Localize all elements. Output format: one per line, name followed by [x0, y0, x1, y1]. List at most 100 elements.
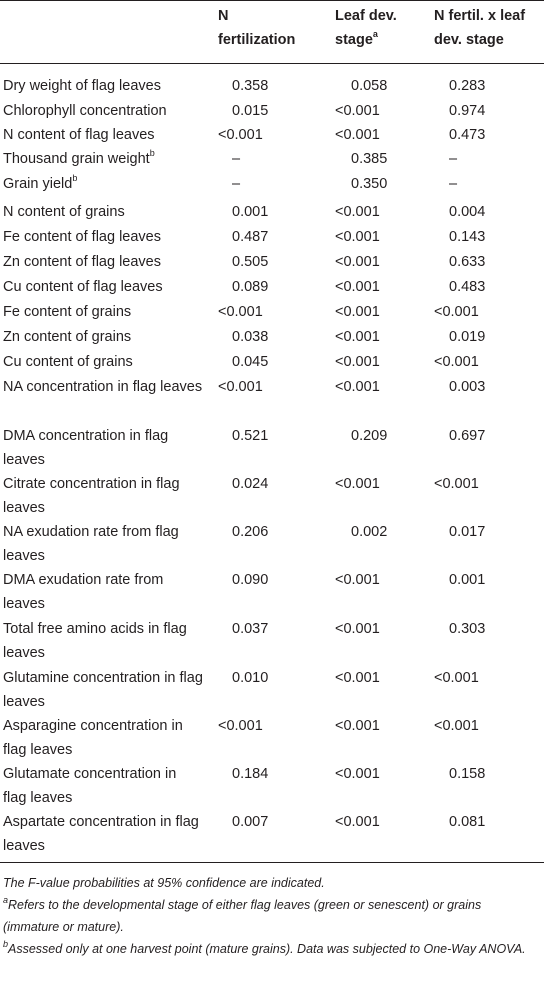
- row-label-text: Cu content of flag leaves: [3, 279, 163, 295]
- p-value-cell: 0.206: [232, 524, 269, 540]
- p-value-cell: <0.001: [335, 254, 380, 270]
- p-value-cell: <0.001: [434, 354, 479, 370]
- row-label: DMA concentration in flag leaves: [3, 424, 203, 472]
- row-label-text: Aspartate concentration in flag leaves: [3, 814, 199, 854]
- p-value-cell: <0.001: [335, 304, 380, 320]
- p-value-cell: 0.521: [232, 428, 269, 444]
- p-value-cell: 0.974: [449, 103, 486, 119]
- p-value-cell: <0.001: [434, 670, 479, 686]
- footnote-mark: b: [3, 938, 9, 949]
- p-value-cell: 0.483: [449, 279, 486, 295]
- row-label-text: Thousand grain weight: [3, 151, 150, 167]
- p-value-cell: <0.001: [335, 670, 380, 686]
- row-label: Chlorophyll concentration: [3, 99, 203, 123]
- top-rule: [0, 0, 544, 1]
- p-value-cell: 0.001: [232, 204, 269, 220]
- p-value-cell: –: [449, 151, 458, 167]
- p-value-cell: 0.633: [449, 254, 486, 270]
- p-value-cell: 0.143: [449, 229, 486, 245]
- row-label-text: NA exudation rate from flag leaves: [3, 524, 179, 564]
- row-label: Total free amino acids in flag leaves: [3, 617, 203, 665]
- row-label: Glutamate concentration in flag leaves: [3, 762, 203, 810]
- row-label: Aspartate concentration in flag leaves: [3, 810, 203, 858]
- row-label-text: N content of grains: [3, 204, 125, 220]
- p-value-cell: 0.487: [232, 229, 269, 245]
- p-value-cell: <0.001: [335, 814, 380, 830]
- p-value-cell: –: [449, 176, 458, 192]
- row-label-text: Glutamine concentration in flag leaves: [3, 670, 203, 710]
- row-label-text: DMA concentration in flag leaves: [3, 428, 169, 468]
- footnote-mark: a: [372, 29, 378, 40]
- row-label-text: Glutamate concentration in flag leaves: [3, 766, 177, 806]
- row-label: Fe content of flag leaves: [3, 225, 203, 249]
- footnote-mark: a: [3, 894, 9, 905]
- p-value-cell: 0.002: [351, 524, 388, 540]
- p-value-cell: 0.019: [449, 329, 486, 345]
- p-value-cell: <0.001: [218, 127, 263, 143]
- p-value-cell: <0.001: [335, 354, 380, 370]
- p-value-cell: 0.303: [449, 621, 486, 637]
- row-label: Citrate concentration in flag leaves: [3, 472, 203, 520]
- p-value-cell: <0.001: [335, 379, 380, 395]
- footnote-mark: b: [149, 148, 155, 159]
- row-label: Zn content of grains: [3, 325, 203, 349]
- p-value-cell: 0.089: [232, 279, 269, 295]
- header-n-fertilization: N fertilization: [218, 4, 295, 52]
- row-label-text: NA concentration in flag leaves: [3, 379, 203, 395]
- row-label-text: Grain yield: [3, 176, 73, 192]
- p-value-cell: –: [232, 151, 241, 167]
- row-label: Zn content of flag leaves: [3, 250, 203, 274]
- bottom-rule: [0, 862, 544, 863]
- p-value-cell: 0.037: [232, 621, 269, 637]
- p-value-cell: <0.001: [434, 476, 479, 492]
- row-label-text: Citrate concentration in flag leaves: [3, 476, 180, 516]
- row-label-text: N content of flag leaves: [3, 127, 155, 143]
- row-label: Dry weight of flag leaves: [3, 74, 203, 98]
- p-value-cell: <0.001: [434, 718, 479, 734]
- row-label: Cu content of flag leaves: [3, 275, 203, 299]
- row-label: DMA exudation rate from leaves: [3, 568, 203, 616]
- footnote-main: The F-value probabilities at 95% confide…: [3, 876, 325, 890]
- header-rule: [0, 63, 544, 64]
- p-value-cell: <0.001: [218, 379, 263, 395]
- p-value-cell: 0.003: [449, 379, 486, 395]
- p-value-cell: 0.017: [449, 524, 486, 540]
- p-value-cell: <0.001: [335, 476, 380, 492]
- row-label: Grain yieldb: [3, 172, 203, 196]
- footnote-a: aRefers to the developmental stage of ei…: [3, 894, 539, 938]
- p-value-cell: <0.001: [218, 718, 263, 734]
- p-value-cell: <0.001: [335, 103, 380, 119]
- p-value-cell: 0.358: [232, 78, 269, 94]
- p-value-cell: 0.004: [449, 204, 486, 220]
- p-value-cell: <0.001: [335, 127, 380, 143]
- p-value-cell: <0.001: [434, 304, 479, 320]
- row-label-text: DMA exudation rate from leaves: [3, 572, 164, 612]
- header-line: Leaf dev.: [335, 8, 397, 24]
- row-label: Glutamine concentration in flag leaves: [3, 666, 203, 714]
- p-value-cell: 0.209: [351, 428, 388, 444]
- p-value-cell: <0.001: [218, 304, 263, 320]
- p-value-cell: 0.007: [232, 814, 269, 830]
- header-line: stage: [335, 32, 373, 48]
- footnotes: The F-value probabilities at 95% confide…: [3, 872, 539, 960]
- row-label-text: Total free amino acids in flag leaves: [3, 621, 187, 661]
- footnote-text: Assessed only at one harvest point (matu…: [8, 942, 526, 956]
- p-value-cell: 0.385: [351, 151, 388, 167]
- row-label: N content of flag leaves: [3, 123, 203, 147]
- p-value-cell: <0.001: [335, 572, 380, 588]
- p-value-cell: 0.015: [232, 103, 269, 119]
- p-value-cell: <0.001: [335, 279, 380, 295]
- row-label: Thousand grain weightb: [3, 147, 203, 171]
- p-value-cell: 0.090: [232, 572, 269, 588]
- row-label-text: Fe content of flag leaves: [3, 229, 161, 245]
- header-line: dev. stage: [434, 32, 504, 48]
- row-label-text: Cu content of grains: [3, 354, 133, 370]
- row-label: Fe content of grains: [3, 300, 203, 324]
- row-label: N content of grains: [3, 200, 203, 224]
- row-label: NA exudation rate from flag leaves: [3, 520, 203, 568]
- row-label: Cu content of grains: [3, 350, 203, 374]
- p-value-cell: 0.350: [351, 176, 388, 192]
- row-label-text: Zn content of flag leaves: [3, 254, 161, 270]
- row-label-text: Asparagine concentration in flag leaves: [3, 718, 183, 758]
